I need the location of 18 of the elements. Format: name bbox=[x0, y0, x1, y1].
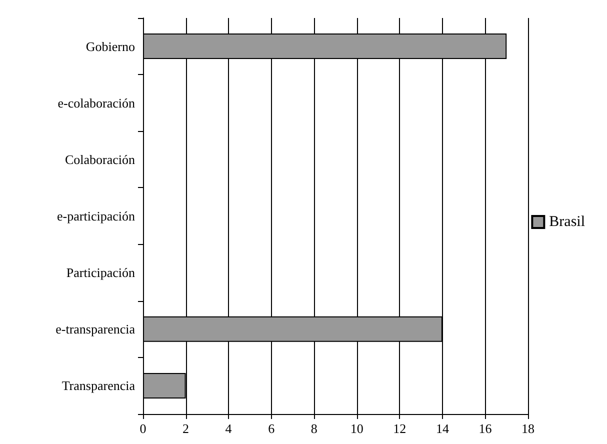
x-tick-label: 10 bbox=[350, 421, 364, 436]
y-tick-label: e-colaboración bbox=[58, 95, 136, 110]
x-tick-label: 18 bbox=[522, 421, 534, 436]
x-tick-label: 4 bbox=[225, 421, 232, 436]
x-tick-label: 2 bbox=[182, 421, 190, 436]
x-tick-label: 8 bbox=[310, 421, 318, 436]
y-tick-label: Participación bbox=[66, 265, 136, 280]
x-tick-label: 6 bbox=[268, 421, 276, 436]
x-tick-label: 0 bbox=[140, 421, 146, 436]
y-tick-label: e-participación bbox=[57, 208, 136, 224]
y-tick-label: Gobierno bbox=[86, 38, 135, 54]
x-tick-label: 14 bbox=[436, 421, 450, 436]
x-tick-label: 12 bbox=[393, 421, 406, 436]
x-tick-label: 16 bbox=[478, 421, 492, 436]
y-tick-label: Colaboración bbox=[64, 152, 136, 167]
y-tick-label: Transparencia bbox=[62, 378, 136, 394]
legend-label: Brasil bbox=[549, 214, 586, 230]
y-tick-label: e-transparencia bbox=[56, 322, 136, 337]
